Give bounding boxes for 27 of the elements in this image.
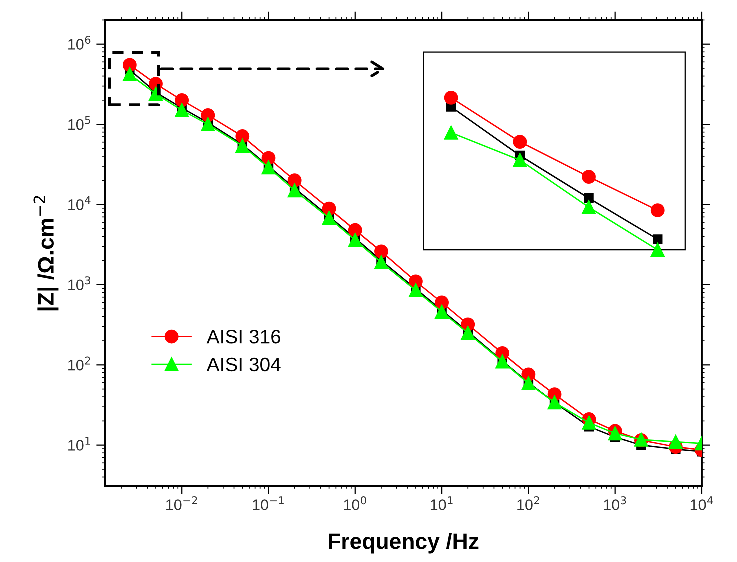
point <box>650 204 665 218</box>
x-axis-title: Frequency /Hz <box>329 533 479 554</box>
x-tick-label: 10$^{3}$ <box>604 496 626 510</box>
y-tick-label: 10$^{5}$ <box>68 116 90 130</box>
y-tick-label: 10$^{3}$ <box>68 276 90 291</box>
y-tick-label: 10$^{1}$ <box>68 437 90 451</box>
point <box>582 200 596 214</box>
y-tick-label: 10$^{4}$ <box>68 196 91 210</box>
point <box>650 243 665 258</box>
x-tick-label: 10$^{−2}$ <box>166 496 198 510</box>
legend-label: AISI 316 <box>206 330 281 344</box>
point <box>444 126 458 140</box>
y-axis-title: |Z| /Ω.cm$^{−2}$ <box>34 196 59 311</box>
x-tick-label: 10$^{−1}$ <box>253 496 284 510</box>
point <box>582 170 596 184</box>
point <box>653 234 663 244</box>
point <box>513 135 528 149</box>
legend-label: AISI 304 <box>206 358 281 372</box>
y-tick-label: 10$^{2}$ <box>68 356 90 371</box>
point <box>444 90 458 105</box>
x-tick-label: 10$^{0}$ <box>344 496 366 510</box>
x-tick-label: 10$^{4}$ <box>690 496 714 510</box>
point <box>584 193 594 204</box>
x-tick-label: 10$^{1}$ <box>430 496 453 510</box>
x-tick-label: 10$^{2}$ <box>518 496 540 510</box>
y-tick-label: 10$^{6}$ <box>68 36 91 50</box>
point <box>513 153 528 168</box>
